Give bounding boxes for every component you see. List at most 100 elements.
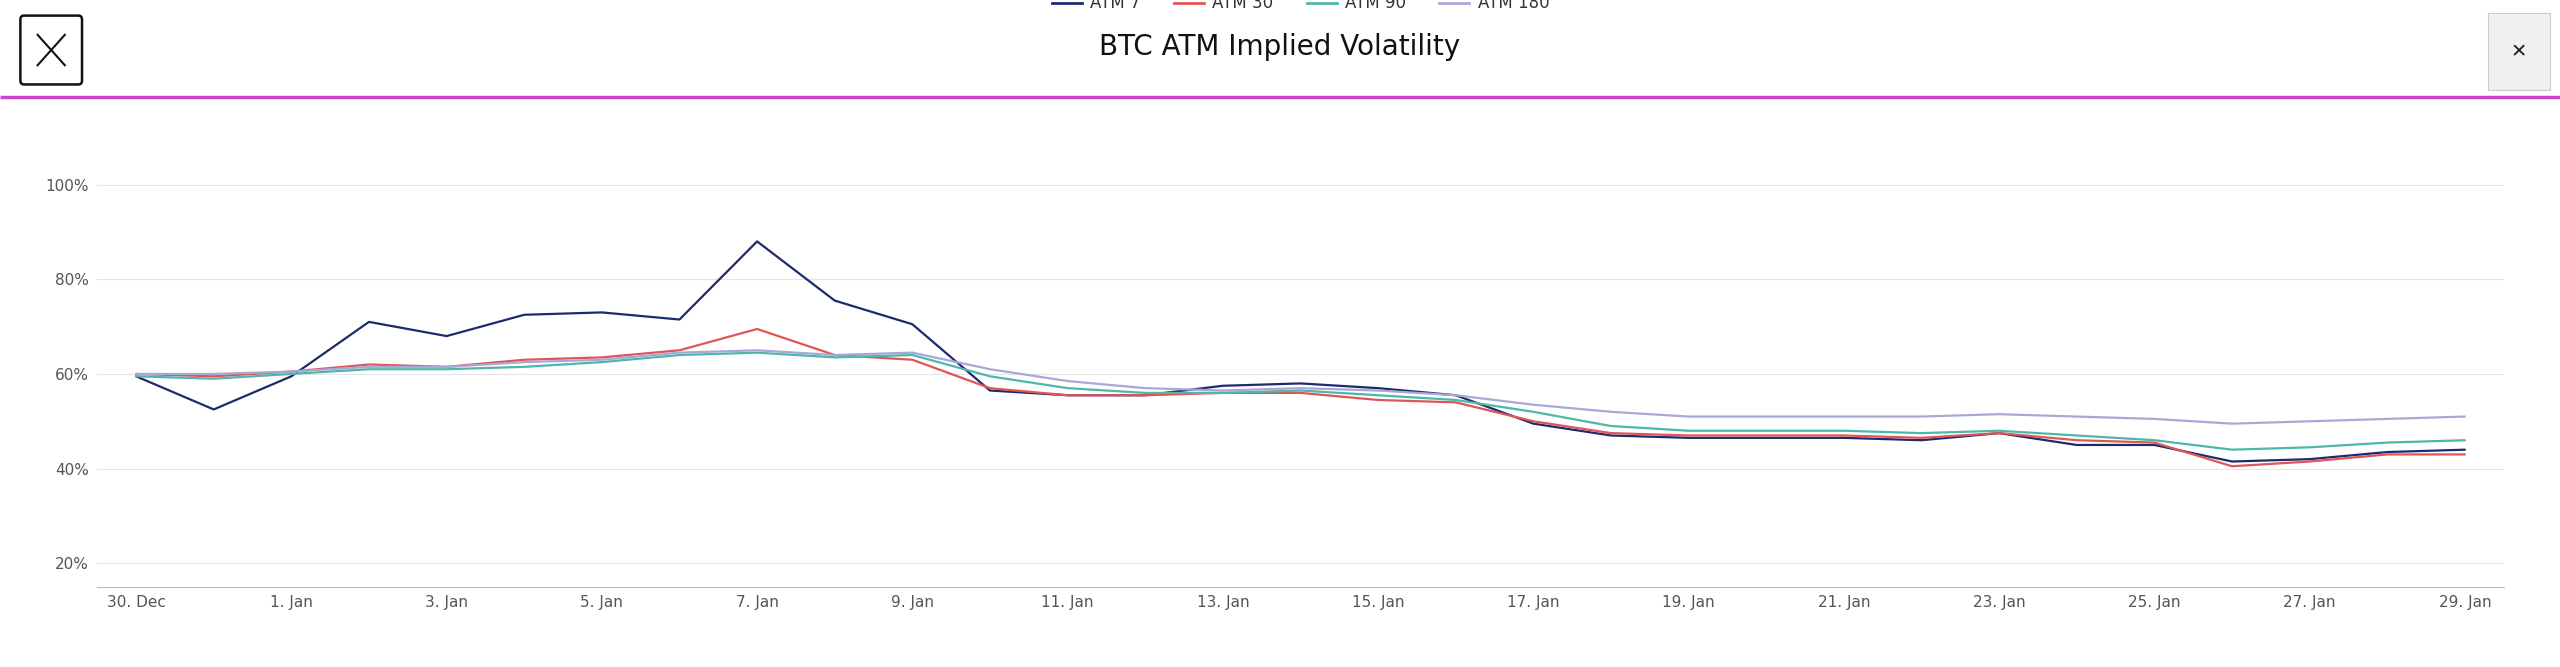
ATM 30 [2294, 458, 2324, 466]
ATM 7 [2373, 448, 2404, 456]
ATM 7 [1441, 392, 1472, 400]
ATM 90 [1285, 386, 1316, 394]
Legend: ATM 7, ATM 30, ATM 90, ATM 180: ATM 7, ATM 30, ATM 90, ATM 180 [1044, 0, 1556, 19]
ATM 90 [1674, 427, 1705, 435]
ATM 90 [1441, 396, 1472, 404]
ATM 7 [2450, 446, 2481, 454]
ATM 90 [2140, 436, 2171, 444]
ATM 180 [663, 349, 694, 357]
ATM 180 [1362, 386, 1393, 394]
ATM 180 [2217, 420, 2248, 428]
ATM 180 [2140, 415, 2171, 423]
ATM 30 [120, 370, 151, 378]
ATM 7 [742, 237, 773, 245]
Text: ✕: ✕ [2511, 42, 2527, 61]
ATM 30 [1518, 418, 1549, 426]
ATM 180 [1984, 410, 2015, 418]
ATM 7 [663, 315, 694, 323]
ATM 7 [586, 308, 617, 316]
ATM 90 [896, 351, 927, 359]
ATM 30 [1441, 398, 1472, 406]
ATM 30 [663, 346, 694, 354]
ATM 30 [2140, 439, 2171, 447]
ATM 30 [1129, 392, 1160, 400]
ATM 90 [2061, 432, 2092, 440]
ATM 7 [2217, 458, 2248, 466]
ATM 7 [1362, 384, 1393, 392]
Line: ATM 30: ATM 30 [136, 329, 2465, 466]
ATM 180 [2373, 415, 2404, 423]
ATM 30 [1595, 429, 1626, 437]
ATM 90 [2294, 444, 2324, 452]
Text: BTC ATM Implied Volatility: BTC ATM Implied Volatility [1098, 33, 1462, 61]
ATM 90 [1595, 422, 1626, 430]
ATM 180 [975, 366, 1006, 374]
ATM 7 [1208, 382, 1239, 390]
ATM 7 [1751, 434, 1782, 442]
ATM 7 [2061, 441, 2092, 449]
ATM 7 [1984, 429, 2015, 437]
ATM 30 [975, 384, 1006, 392]
ATM 180 [1907, 413, 1938, 421]
ATM 90 [1362, 392, 1393, 400]
ATM 7 [2140, 441, 2171, 449]
ATM 180 [896, 349, 927, 357]
ATM 180 [1129, 384, 1160, 392]
ATM 7 [1828, 434, 1859, 442]
ATM 7 [120, 372, 151, 380]
ATM 180 [1595, 408, 1626, 416]
ATM 7 [1285, 380, 1316, 388]
ATM 30 [276, 368, 307, 376]
ATM 30 [1362, 396, 1393, 404]
ATM 90 [1984, 427, 2015, 435]
ATM 180 [1751, 413, 1782, 421]
ATM 30 [1285, 389, 1316, 397]
ATM 90 [120, 372, 151, 380]
ATM 90 [819, 354, 850, 362]
ATM 180 [819, 351, 850, 359]
ATM 180 [120, 370, 151, 378]
ATM 30 [1907, 434, 1938, 442]
ATM 180 [1052, 377, 1083, 385]
ATM 30 [742, 325, 773, 333]
ATM 180 [1285, 384, 1316, 392]
ATM 180 [1518, 401, 1549, 409]
ATM 90 [742, 349, 773, 357]
ATM 90 [2450, 436, 2481, 444]
ATM 90 [1751, 427, 1782, 435]
ATM 7 [819, 297, 850, 305]
ATM 180 [1674, 413, 1705, 421]
ATM 30 [1208, 389, 1239, 397]
Line: ATM 90: ATM 90 [136, 353, 2465, 450]
ATM 30 [896, 356, 927, 364]
ATM 180 [1441, 392, 1472, 400]
ATM 90 [197, 375, 228, 383]
ATM 7 [1129, 392, 1160, 400]
ATM 180 [2294, 418, 2324, 426]
ATM 90 [663, 351, 694, 359]
ATM 7 [509, 311, 540, 319]
ATM 30 [353, 360, 384, 368]
ATM 90 [1907, 429, 1938, 437]
ATM 30 [1984, 429, 2015, 437]
ATM 180 [430, 363, 461, 371]
ATM 180 [586, 356, 617, 364]
ATM 7 [896, 320, 927, 328]
Line: ATM 180: ATM 180 [136, 350, 2465, 424]
ATM 180 [2450, 413, 2481, 421]
ATM 90 [1129, 389, 1160, 397]
ATM 180 [197, 370, 228, 378]
ATM 30 [1828, 432, 1859, 440]
ATM 30 [2373, 450, 2404, 458]
ATM 7 [1907, 436, 1938, 444]
Line: ATM 7: ATM 7 [136, 241, 2465, 462]
ATM 90 [430, 366, 461, 374]
ATM 30 [197, 372, 228, 380]
ATM 90 [1828, 427, 1859, 435]
ATM 180 [509, 358, 540, 366]
ATM 90 [975, 372, 1006, 380]
ATM 7 [197, 406, 228, 414]
ATM 180 [1828, 413, 1859, 421]
ATM 180 [276, 368, 307, 376]
ATM 180 [353, 363, 384, 371]
